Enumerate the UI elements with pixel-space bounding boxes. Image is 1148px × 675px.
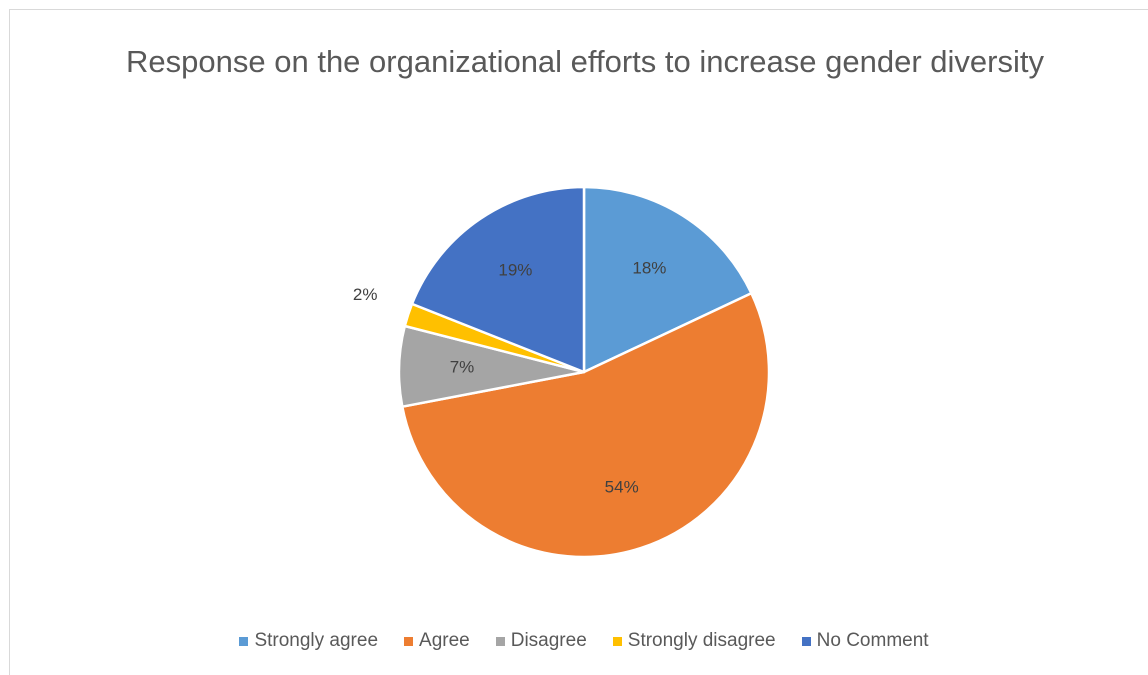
legend-item-agree: Agree (404, 630, 470, 652)
pie-slice-no-comment (410, 185, 586, 374)
pie-slice-agree (401, 291, 771, 559)
pie-slice-strongly-agree (582, 185, 753, 374)
legend-label: Agree (419, 630, 470, 651)
legend-swatch (801, 636, 811, 646)
legend-swatch (404, 636, 414, 646)
legend-label: Strongly disagree (627, 630, 776, 651)
legend-item-strongly-agree: Strongly agree (239, 630, 378, 652)
legend-item-disagree: Disagree (495, 630, 587, 652)
legend: Strongly agree Agree Disagree Strongly d… (0, 630, 1148, 652)
legend-swatch (612, 636, 622, 646)
data-label-strongly-disagree: 2% (353, 285, 378, 304)
legend-swatch (239, 636, 249, 646)
legend-label: Disagree (510, 630, 587, 651)
data-label-strongly-agree: 18% (632, 258, 666, 277)
data-label-agree: 54% (605, 478, 639, 497)
pie-slices (397, 185, 771, 559)
legend-swatch (495, 636, 505, 646)
data-label-no-comment: 19% (498, 260, 532, 279)
legend-label: No Comment (816, 630, 929, 651)
legend-item-no-comment: No Comment (801, 630, 929, 652)
data-label-disagree: 7% (450, 358, 475, 377)
pie-data-labels: 18% 54% 7% 2% 19% (353, 258, 667, 496)
chart-title: Response on the organizational efforts t… (126, 44, 1044, 79)
legend-item-strongly-disagree: Strongly disagree (612, 630, 776, 652)
legend-label: Strongly agree (254, 630, 379, 651)
